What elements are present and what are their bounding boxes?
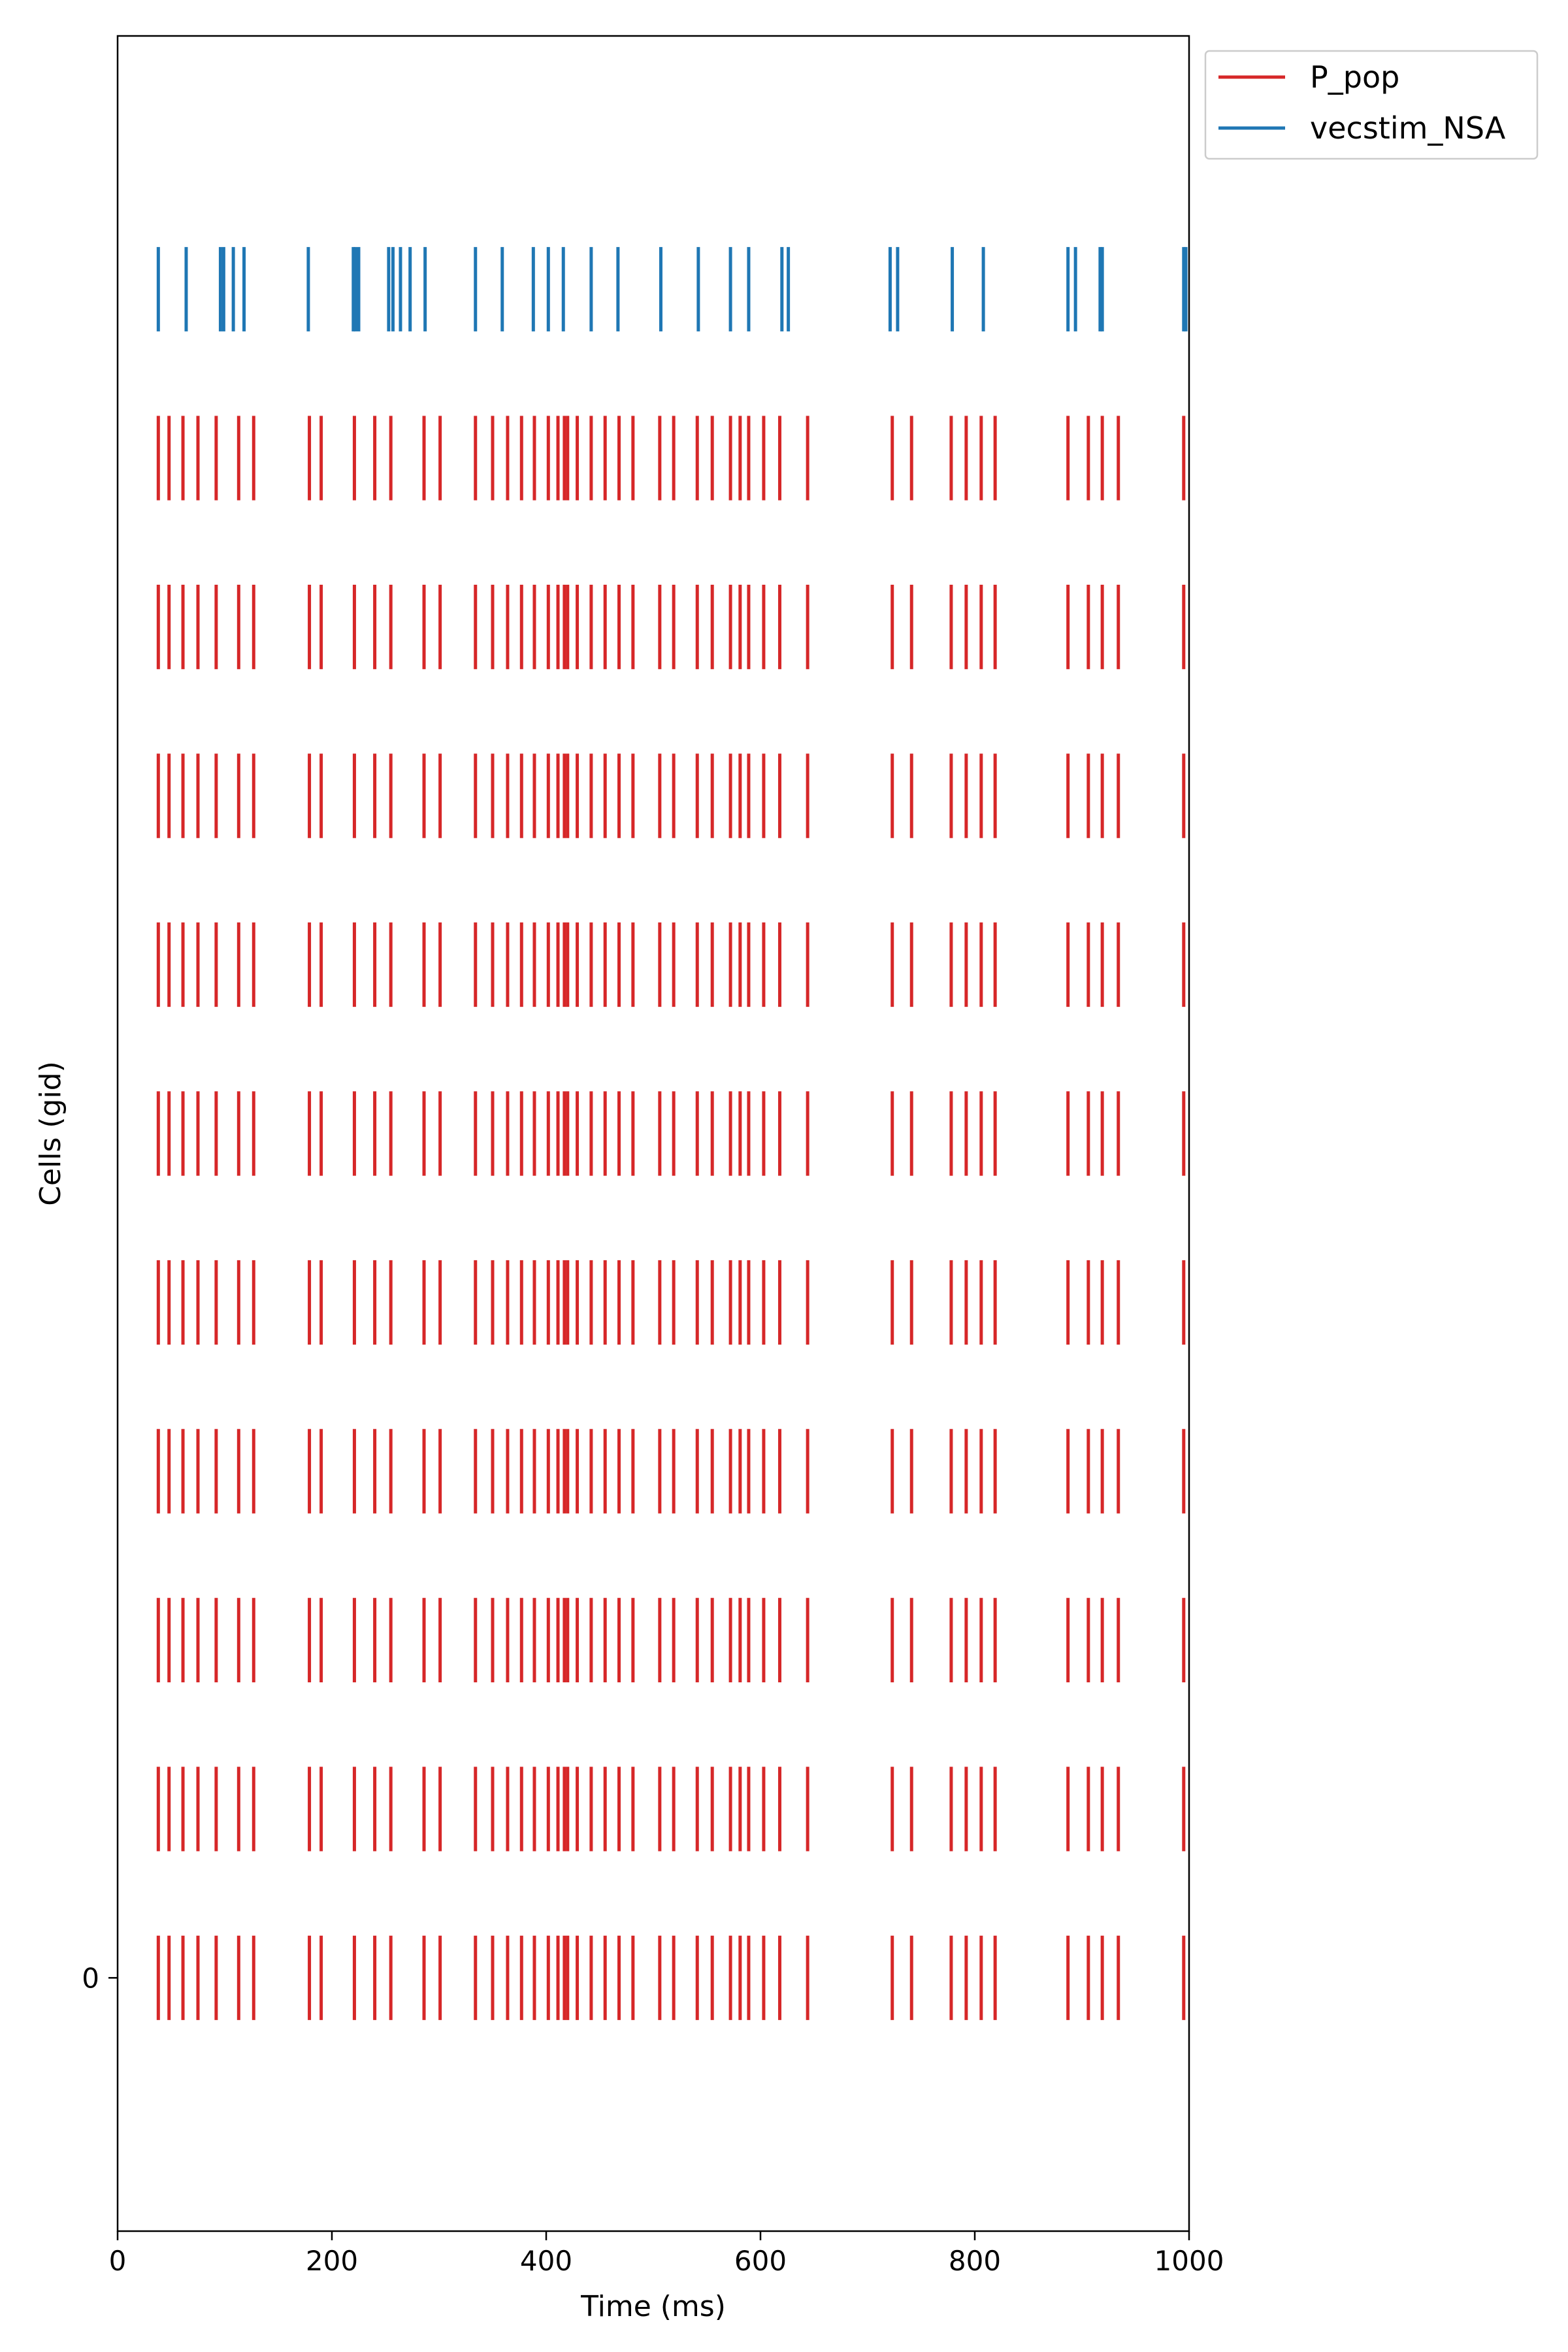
x-axis: 0 200 400 600 800 1000 bbox=[109, 2231, 1224, 2277]
legend-frame bbox=[1204, 50, 1539, 160]
x-tick-label: 0 bbox=[109, 2245, 127, 2277]
legend-label-p-pop: P_pop bbox=[1310, 59, 1399, 95]
legend: P_pop vecstim_NSA bbox=[1204, 50, 1539, 160]
y-tick-label: 0 bbox=[82, 1962, 99, 1994]
y-axis-label: Cells (gid) bbox=[34, 1061, 67, 1206]
plot-frame bbox=[116, 35, 1190, 2232]
legend-label-vecstim-nsa: vecstim_NSA bbox=[1310, 110, 1506, 146]
x-tick-label: 600 bbox=[734, 2245, 787, 2277]
spike-marks bbox=[156, 247, 1188, 2020]
x-axis-label: Time (ms) bbox=[580, 2290, 726, 2323]
y-axis: 0 bbox=[82, 1962, 118, 1994]
x-tick-label: 1000 bbox=[1154, 2245, 1224, 2277]
x-tick-label: 800 bbox=[949, 2245, 1001, 2277]
x-tick-label: 400 bbox=[520, 2245, 572, 2277]
x-tick-label: 200 bbox=[306, 2245, 358, 2277]
